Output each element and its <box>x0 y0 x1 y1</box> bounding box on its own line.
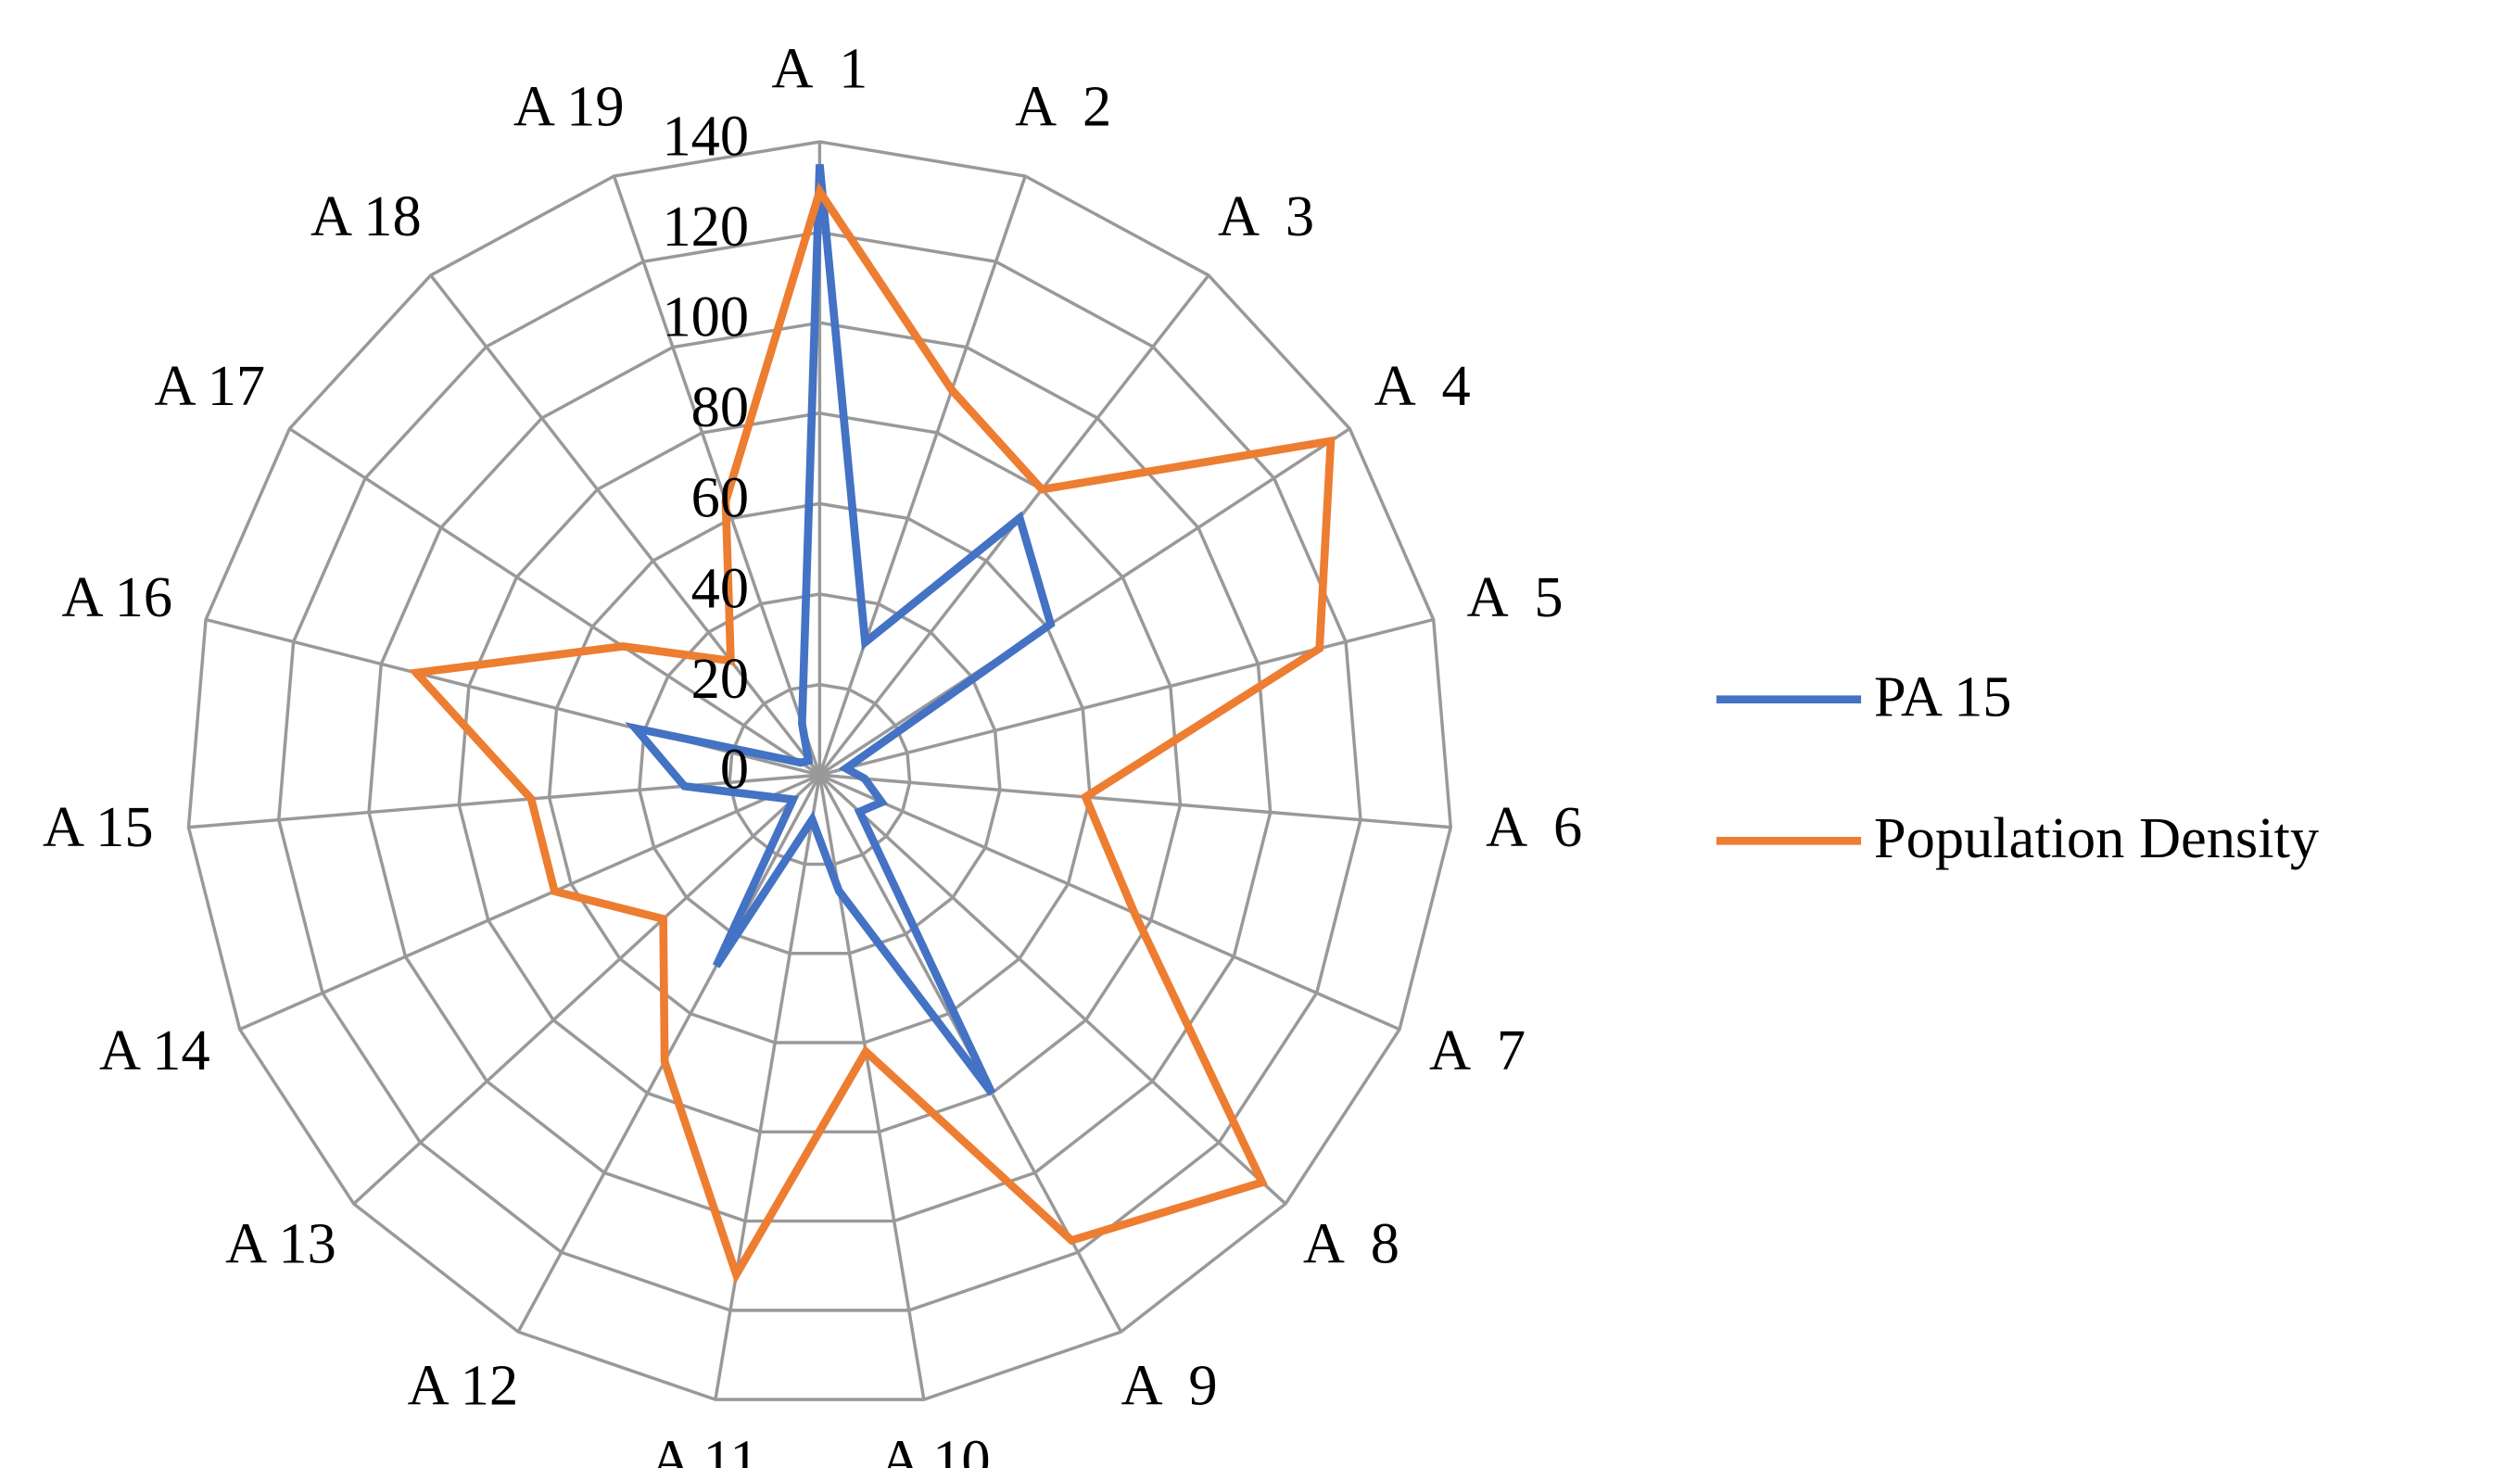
grid-ring <box>186 140 1453 1401</box>
category-label: A 12 <box>408 1352 519 1417</box>
spoke <box>819 773 1451 829</box>
spoke <box>188 773 820 829</box>
spoke <box>714 774 822 1400</box>
category-label: A 13 <box>225 1211 336 1276</box>
spoke <box>288 427 821 777</box>
category-label: A 9 <box>1121 1352 1218 1417</box>
grid-ring <box>277 230 1362 1312</box>
y-tick-label: 100 <box>662 285 749 349</box>
category-label: A 11 <box>650 1427 758 1468</box>
category-label: A 10 <box>880 1427 991 1468</box>
y-tick-label: 0 <box>720 737 749 802</box>
y-tick-label: 40 <box>691 555 749 620</box>
spoke <box>818 427 1351 777</box>
series-line <box>408 182 1336 1284</box>
category-label: A 7 <box>1429 1018 1526 1082</box>
series-line <box>625 163 1056 1096</box>
spoke <box>818 773 1400 1031</box>
category-label: A 14 <box>99 1018 210 1082</box>
y-tick-label: 60 <box>691 465 749 530</box>
spoke <box>818 773 1287 1206</box>
spoke <box>429 273 821 777</box>
category-label: A 5 <box>1467 564 1564 629</box>
y-tick-label: 120 <box>662 194 749 259</box>
category-label: A 18 <box>310 184 422 248</box>
category-label: A 3 <box>1218 184 1314 248</box>
category-label: A 2 <box>1015 73 1111 138</box>
spoke <box>818 617 1435 777</box>
y-tick-label: 140 <box>662 103 749 168</box>
grid-ring <box>638 592 1002 955</box>
category-label: A 17 <box>154 353 265 418</box>
y-tick-label: 20 <box>691 646 749 711</box>
category-label: A 6 <box>1486 794 1582 859</box>
spoke <box>612 175 822 776</box>
spoke <box>817 175 1027 776</box>
spoke <box>516 774 821 1333</box>
category-label: A 1 <box>771 35 867 100</box>
grid-ring <box>367 321 1273 1223</box>
category-label: A 15 <box>43 794 154 859</box>
grid-ring <box>547 501 1092 1044</box>
legend-label: Population Density <box>1874 805 2319 870</box>
category-label: A 16 <box>61 564 172 629</box>
category-label: A 19 <box>513 73 625 138</box>
legend-label: PA 15 <box>1874 664 2012 729</box>
y-tick-label: 80 <box>691 374 749 439</box>
spoke <box>352 773 821 1206</box>
category-label: A 8 <box>1303 1211 1399 1276</box>
category-label: A 4 <box>1374 353 1471 418</box>
spoke <box>238 773 821 1031</box>
